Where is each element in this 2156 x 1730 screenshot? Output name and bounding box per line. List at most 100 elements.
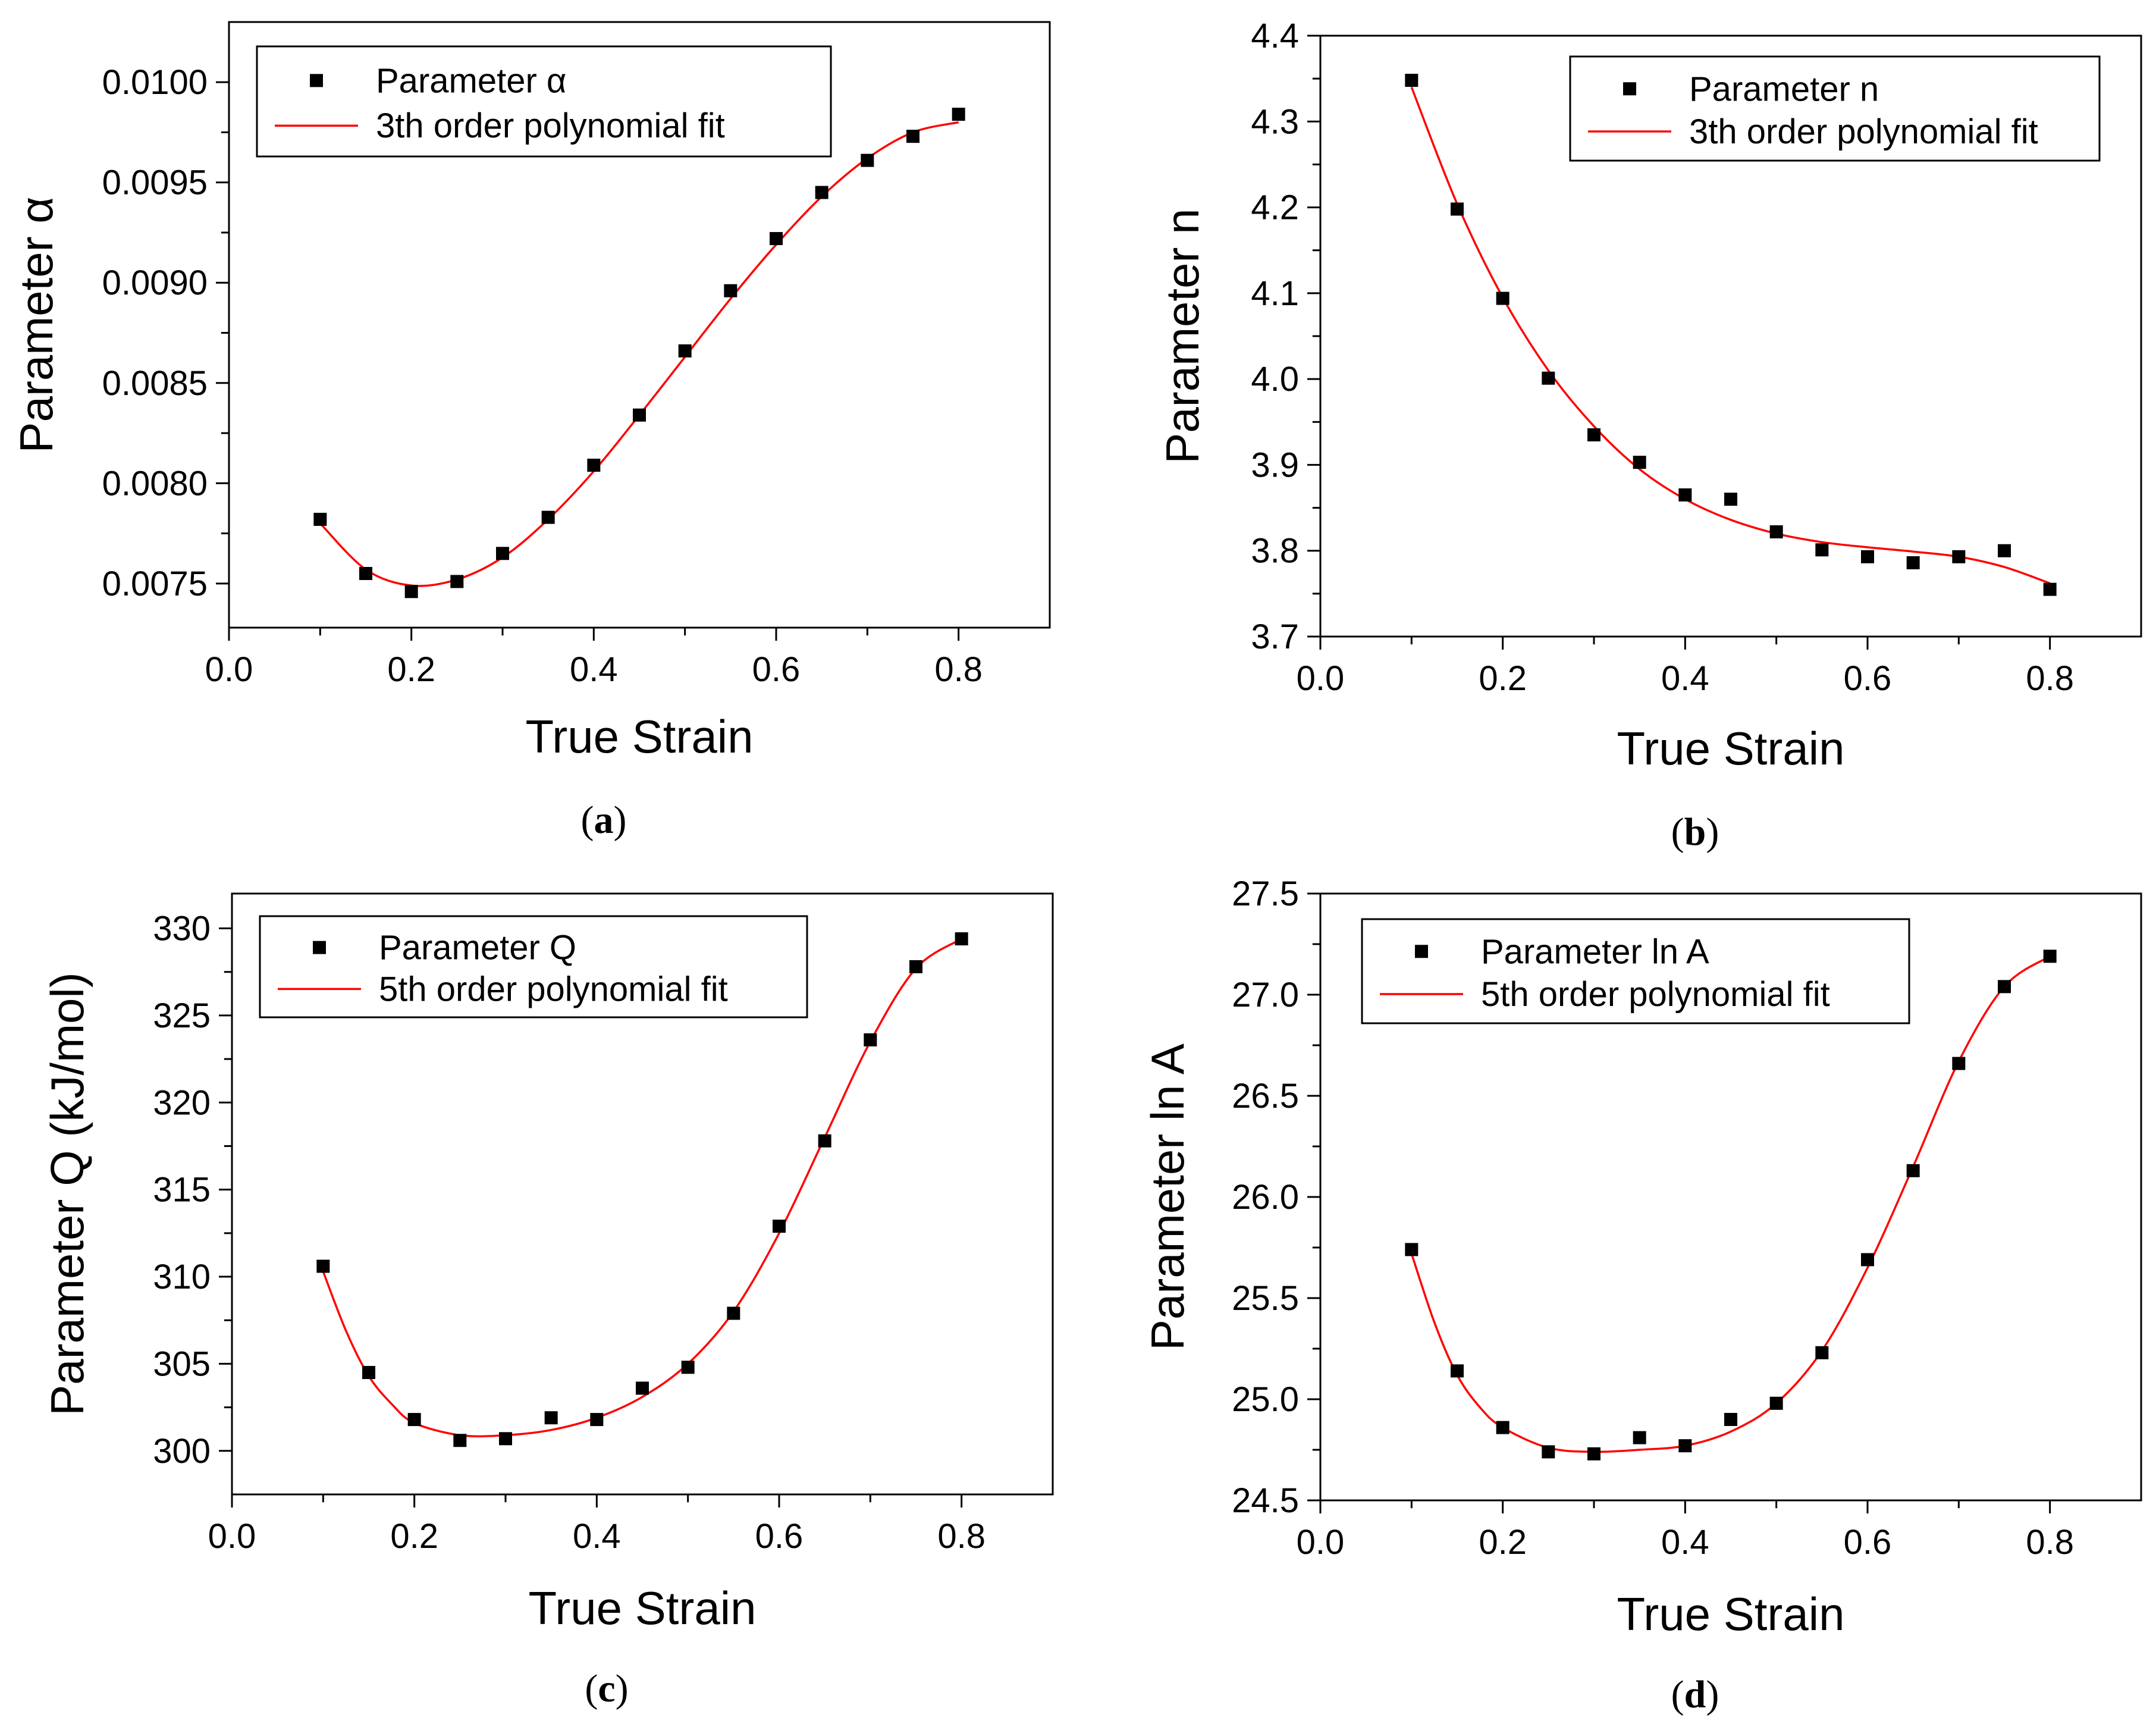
data-point: [1542, 371, 1555, 385]
panel-label-open-paren: (: [585, 1667, 598, 1710]
data-point: [1952, 550, 1966, 563]
data-point: [1587, 428, 1600, 441]
panel-label-open-paren: (: [1671, 810, 1684, 854]
data-point: [1861, 1253, 1874, 1267]
y-tick-label: 4.1: [1251, 274, 1299, 313]
data-point: [770, 232, 783, 246]
chart-panel-a: 0.0 0.2 0.4 0.6 0.8 0.0075 0.0080 0.0085 0.0090 0…: [10, 21, 1051, 842]
x-tick-label: 0.2: [1479, 1523, 1527, 1562]
panel-label-letter: c: [598, 1667, 615, 1710]
data-point: [815, 186, 828, 199]
y-tick-label: 25.0: [1232, 1380, 1299, 1419]
data-point: [2043, 582, 2057, 596]
legend-marker: [310, 74, 323, 87]
x-tick-label: 0.8: [937, 1517, 986, 1556]
y-tick-label: 330: [153, 910, 211, 948]
y-tick-label: 26.5: [1232, 1077, 1299, 1115]
x-axis-title: True Strain: [526, 710, 754, 763]
data-point: [316, 1259, 330, 1273]
x-tick-label: 0.4: [573, 1517, 621, 1556]
data-point: [1451, 202, 1464, 216]
x-tick-label: 0.0: [1297, 659, 1345, 698]
legend-label-scatter: Parameter ln A: [1481, 932, 1709, 971]
x-tick-label: 0.8: [934, 650, 983, 689]
data-point: [1724, 493, 1737, 506]
data-point: [864, 1033, 877, 1046]
chart-panel-c: 0.0 0.2 0.4 0.6 0.8 300 305 310 315 320 325 330 True…: [41, 892, 1054, 1710]
y-tick-label: 4.2: [1251, 189, 1299, 227]
x-tick-label: 0.8: [2026, 659, 2074, 698]
panel-label-close-paren: ): [1706, 810, 1719, 854]
data-point: [1633, 1431, 1646, 1444]
y-tick-label: 300: [153, 1432, 211, 1471]
data-point: [587, 458, 601, 472]
panel-label-close-paren: ): [614, 798, 627, 842]
x-tick-label: 0.6: [1844, 1523, 1892, 1562]
legend-marker: [313, 941, 326, 954]
y-tick-label: 24.5: [1232, 1481, 1299, 1520]
x-tick-label: 0.0: [205, 650, 253, 689]
y-tick-label: 0.0090: [102, 264, 208, 302]
y-tick-label: 0.0095: [102, 164, 208, 202]
data-point: [404, 585, 418, 598]
data-point: [727, 1306, 740, 1320]
panel-label-letter: b: [1684, 810, 1706, 854]
legend-marker: [1415, 945, 1428, 958]
data-point: [1496, 1421, 1509, 1434]
data-point: [1405, 74, 1418, 87]
legend-box: [1569, 55, 2101, 162]
data-point: [313, 512, 327, 526]
x-axis-title: True Strain: [1617, 722, 1845, 775]
y-tick-label: 315: [153, 1171, 211, 1209]
x-tick-label: 0.2: [1479, 659, 1527, 698]
panel-label: (c): [585, 1667, 628, 1710]
chart-panel-d: 0.0 0.2 0.4 0.6 0.8 24.5 25.0 25.5 26.0 26.5 27.0 2…: [1141, 875, 2142, 1716]
x-tick-label: 0.4: [1661, 659, 1709, 698]
data-point: [1815, 1346, 1829, 1359]
y-tick-label: 0.0075: [102, 565, 208, 603]
x-tick-label: 0.6: [755, 1517, 804, 1556]
data-point: [1678, 1439, 1692, 1453]
legend-box: [1361, 918, 1910, 1024]
y-tick-label: 0.0080: [102, 464, 208, 503]
y-axis-title: Parameter Q (kJ/mol): [41, 972, 93, 1415]
data-point: [681, 1361, 695, 1374]
panel-label-close-paren: ): [1706, 1673, 1719, 1716]
data-point: [544, 1411, 558, 1425]
x-tick-label: 0.4: [1661, 1523, 1709, 1562]
y-tick-label: 320: [153, 1083, 211, 1122]
x-tick-label: 0.2: [390, 1517, 438, 1556]
data-point: [1405, 1243, 1418, 1256]
y-tick-label: 4.3: [1251, 102, 1299, 141]
data-point: [1451, 1364, 1464, 1378]
legend-label-fit: 3th order polynomial fit: [1689, 112, 2038, 151]
data-point: [636, 1381, 649, 1395]
x-tick-label: 0.6: [752, 650, 801, 689]
legend-marker: [1623, 82, 1636, 96]
y-tick-label: 3.8: [1251, 532, 1299, 571]
data-point: [590, 1413, 604, 1427]
data-point: [773, 1220, 786, 1233]
legend-label-scatter: Parameter α: [376, 61, 566, 100]
panel-label-letter: d: [1684, 1673, 1706, 1716]
panel-label-close-paren: ): [616, 1667, 629, 1710]
data-point: [453, 1434, 467, 1447]
y-tick-label: 305: [153, 1344, 211, 1383]
data-point: [1496, 292, 1509, 305]
y-tick-label: 0.0100: [102, 63, 208, 102]
x-axis-title: True Strain: [529, 1582, 757, 1634]
panel-label: (d): [1671, 1673, 1719, 1716]
panel-label-open-paren: (: [581, 798, 594, 842]
data-point: [496, 547, 509, 560]
y-tick-label: 25.5: [1232, 1279, 1299, 1318]
data-point: [2043, 949, 2057, 963]
panel-label-letter: a: [594, 798, 614, 842]
y-tick-label: 0.0085: [102, 364, 208, 403]
x-tick-label: 0.6: [1844, 659, 1892, 698]
x-axis-title: True Strain: [1617, 1588, 1845, 1640]
y-tick-label: 325: [153, 996, 211, 1035]
legend-box: [259, 915, 808, 1018]
data-point: [359, 566, 372, 580]
legend-label-fit: 5th order polynomial fit: [1481, 975, 1830, 1014]
